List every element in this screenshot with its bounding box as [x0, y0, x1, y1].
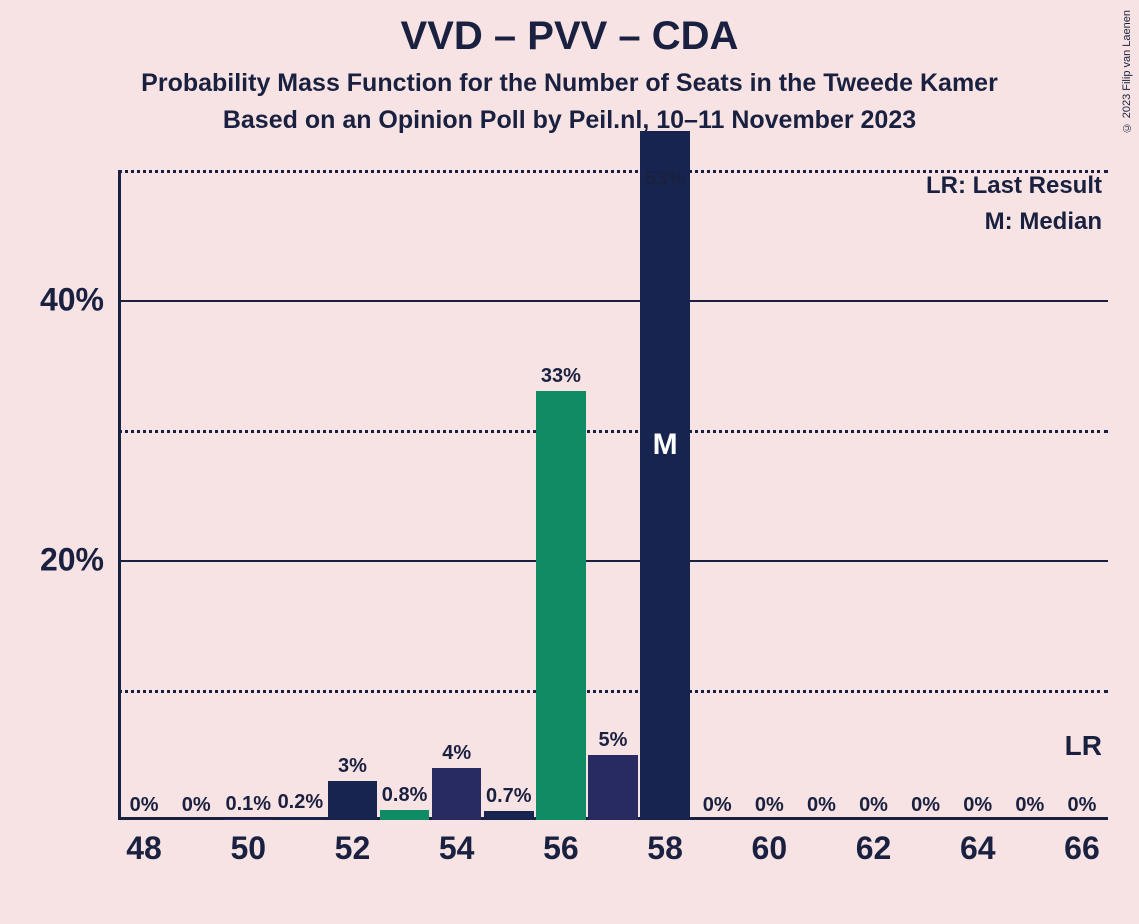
bar [380, 810, 430, 820]
bar-value-label: 4% [442, 742, 471, 765]
bar-value-label: 0.7% [486, 785, 532, 808]
bar-value-label: 0% [963, 794, 992, 817]
bar-value-label: 0% [911, 794, 940, 817]
bar-value-label: 0% [182, 794, 211, 817]
x-tick-label: 52 [335, 820, 371, 867]
bar-value-label: 0.8% [382, 784, 428, 807]
gridline [118, 690, 1108, 693]
bar [640, 131, 690, 820]
x-tick-label: 64 [960, 820, 996, 867]
median-marker: M [653, 428, 678, 462]
legend-median: M: Median [985, 208, 1102, 236]
last-result-marker: LR [1065, 730, 1102, 762]
bar [588, 755, 638, 820]
gridline [118, 300, 1108, 302]
bar-value-label: 0% [703, 794, 732, 817]
bar-value-label: 53% [645, 168, 685, 191]
bar-value-label: 0% [1015, 794, 1044, 817]
x-tick-label: 62 [856, 820, 892, 867]
gridline [118, 430, 1108, 433]
y-axis [118, 170, 121, 820]
x-tick-label: 56 [543, 820, 579, 867]
bar-value-label: 0.1% [225, 793, 271, 816]
bar-value-label: 0% [1067, 794, 1096, 817]
copyright-text: © 2023 Filip van Laenen [1121, 10, 1133, 133]
bar-value-label: 0% [807, 794, 836, 817]
bar [328, 781, 378, 820]
chart-subtitle-2: Based on an Opinion Poll by Peil.nl, 10–… [0, 106, 1139, 135]
legend-lr: LR: Last Result [926, 172, 1102, 200]
x-tick-label: 54 [439, 820, 475, 867]
pmf-bar-chart: 20%40%0%0%0.1%0.2%3%0.8%4%0.7%33%5%M53%0… [118, 170, 1108, 820]
bar [536, 391, 586, 820]
x-tick-label: 58 [647, 820, 683, 867]
bar [432, 768, 482, 820]
chart-subtitle-1: Probability Mass Function for the Number… [0, 69, 1139, 98]
x-tick-label: 50 [230, 820, 266, 867]
bar [276, 817, 326, 820]
bar [484, 811, 534, 820]
y-tick-label: 40% [40, 282, 118, 319]
chart-title: VVD – PVV – CDA [0, 0, 1139, 59]
bar-value-label: 0% [755, 794, 784, 817]
bar-value-label: 3% [338, 755, 367, 778]
bar-value-label: 0.2% [278, 791, 324, 814]
x-tick-label: 48 [126, 820, 162, 867]
bar-value-label: 0% [130, 794, 159, 817]
bar-value-label: 5% [599, 729, 628, 752]
x-tick-label: 60 [752, 820, 788, 867]
x-tick-label: 66 [1064, 820, 1100, 867]
gridline [118, 560, 1108, 562]
bar-value-label: 0% [859, 794, 888, 817]
y-tick-label: 20% [40, 542, 118, 579]
plot-area: 20%40%0%0%0.1%0.2%3%0.8%4%0.7%33%5%M53%0… [118, 170, 1108, 820]
bar-value-label: 33% [541, 365, 581, 388]
